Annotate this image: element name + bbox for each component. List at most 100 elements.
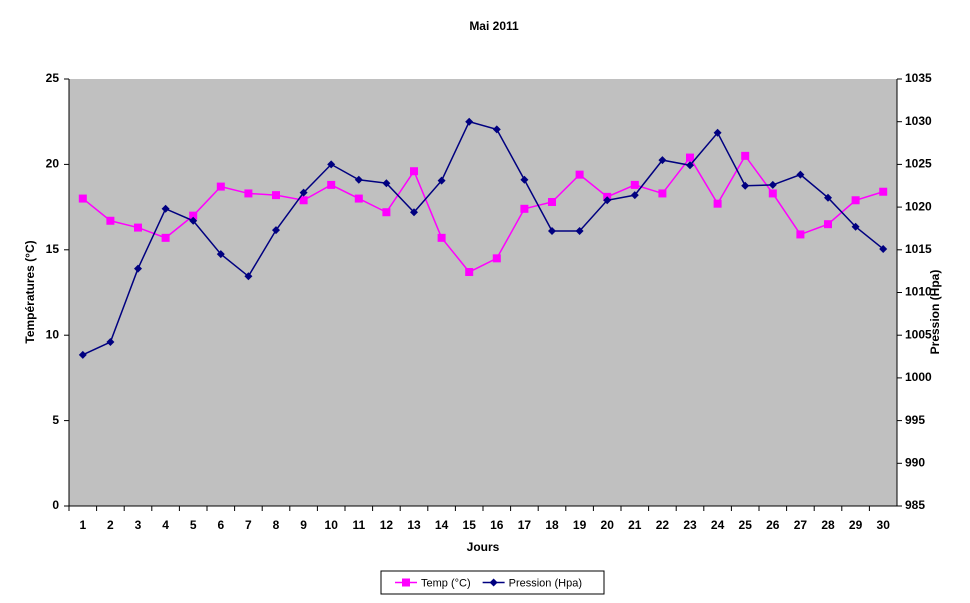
legend-label: Pression (Hpa) [509, 577, 582, 589]
point [548, 227, 556, 236]
point [382, 179, 391, 188]
x-tick-label: 5 [190, 518, 197, 532]
point [382, 208, 391, 217]
legend-marker [489, 578, 498, 587]
y2-axis-label: Pression (Hpa) [928, 270, 942, 355]
x-tick-label: 27 [794, 518, 808, 532]
point [272, 226, 280, 235]
y-tick-label: 20 [46, 157, 60, 171]
x-tick-label: 26 [766, 518, 780, 532]
x-tick-label: 19 [573, 518, 587, 532]
point [354, 175, 363, 184]
point [630, 180, 639, 189]
y2-tick-label: 1005 [905, 327, 932, 341]
y2-tick-label: 1035 [905, 71, 932, 85]
point [465, 268, 474, 277]
point [244, 189, 253, 198]
x-tick-label: 13 [407, 518, 421, 532]
point [520, 204, 529, 213]
x-tick-label: 23 [683, 518, 697, 532]
y2-tick-label: 1020 [905, 199, 932, 213]
point [575, 170, 584, 179]
point [879, 244, 888, 253]
point [189, 211, 198, 220]
x-tick-label: 8 [273, 518, 280, 532]
y-tick-label: 25 [46, 71, 60, 85]
y2-tick-label: 1030 [905, 114, 932, 128]
point [272, 191, 280, 200]
point [851, 196, 860, 205]
x-tick-label: 21 [628, 518, 642, 532]
x-tick-label: 3 [135, 518, 142, 532]
x-tick-label: 15 [463, 518, 477, 532]
point [686, 153, 694, 162]
point [851, 222, 860, 231]
point [658, 156, 667, 165]
series-line [82, 120, 884, 356]
x-tick-label: 28 [821, 518, 835, 532]
point [410, 167, 418, 176]
point [410, 208, 418, 217]
point [465, 117, 474, 126]
x-tick-label: 2 [107, 518, 114, 532]
point [106, 216, 115, 225]
point [437, 233, 446, 242]
point [741, 151, 750, 160]
point [603, 196, 612, 205]
point [134, 223, 142, 232]
x-tick-label: 4 [162, 518, 169, 532]
point [189, 216, 198, 225]
point [78, 350, 87, 359]
point [161, 204, 170, 213]
x-tick-label: 10 [325, 518, 339, 532]
y2-tick-label: 985 [905, 498, 925, 512]
point [879, 187, 888, 196]
x-tick-label: 18 [545, 518, 559, 532]
y2-tick-label: 1015 [905, 242, 932, 256]
x-tick-label: 9 [300, 518, 307, 532]
point [796, 170, 805, 179]
x-tick-label: 16 [490, 518, 504, 532]
y2-tick-label: 990 [905, 455, 925, 469]
legend: Temp (°C) Pression (Hpa) [380, 570, 605, 595]
x-tick-label: 29 [849, 518, 863, 532]
plot-area [69, 79, 897, 506]
x-tick-label: 25 [739, 518, 753, 532]
y-tick-label: 5 [52, 413, 59, 427]
x-tick-label: 1 [79, 518, 86, 532]
x-tick-label: 6 [217, 518, 224, 532]
x-tick-label: 17 [518, 518, 532, 532]
y2-tick-label: 1025 [905, 157, 932, 171]
x-tick-label: 14 [435, 518, 449, 532]
point [796, 230, 805, 239]
x-tick-label: 30 [877, 518, 891, 532]
point [106, 338, 115, 347]
point [741, 181, 750, 190]
y-tick-label: 10 [46, 327, 60, 341]
x-axis-label: Jours [467, 540, 500, 554]
point [713, 128, 722, 137]
point [630, 191, 639, 200]
x-tick-label: 12 [380, 518, 394, 532]
point [713, 199, 722, 208]
point [437, 176, 446, 185]
point [492, 254, 501, 263]
point [216, 250, 225, 259]
point [299, 188, 308, 197]
point [520, 175, 529, 184]
point [327, 160, 336, 169]
x-tick-label: 20 [601, 518, 615, 532]
point [686, 161, 694, 170]
point [824, 193, 832, 202]
series-line [82, 154, 884, 273]
point [768, 180, 777, 189]
point [78, 194, 87, 203]
x-tick-label: 7 [245, 518, 252, 532]
point [492, 125, 501, 134]
x-tick-label: 22 [656, 518, 670, 532]
x-tick-label: 11 [352, 518, 365, 532]
point [768, 189, 777, 198]
point [575, 227, 584, 236]
x-tick-label: 24 [711, 518, 725, 532]
point [161, 233, 170, 242]
